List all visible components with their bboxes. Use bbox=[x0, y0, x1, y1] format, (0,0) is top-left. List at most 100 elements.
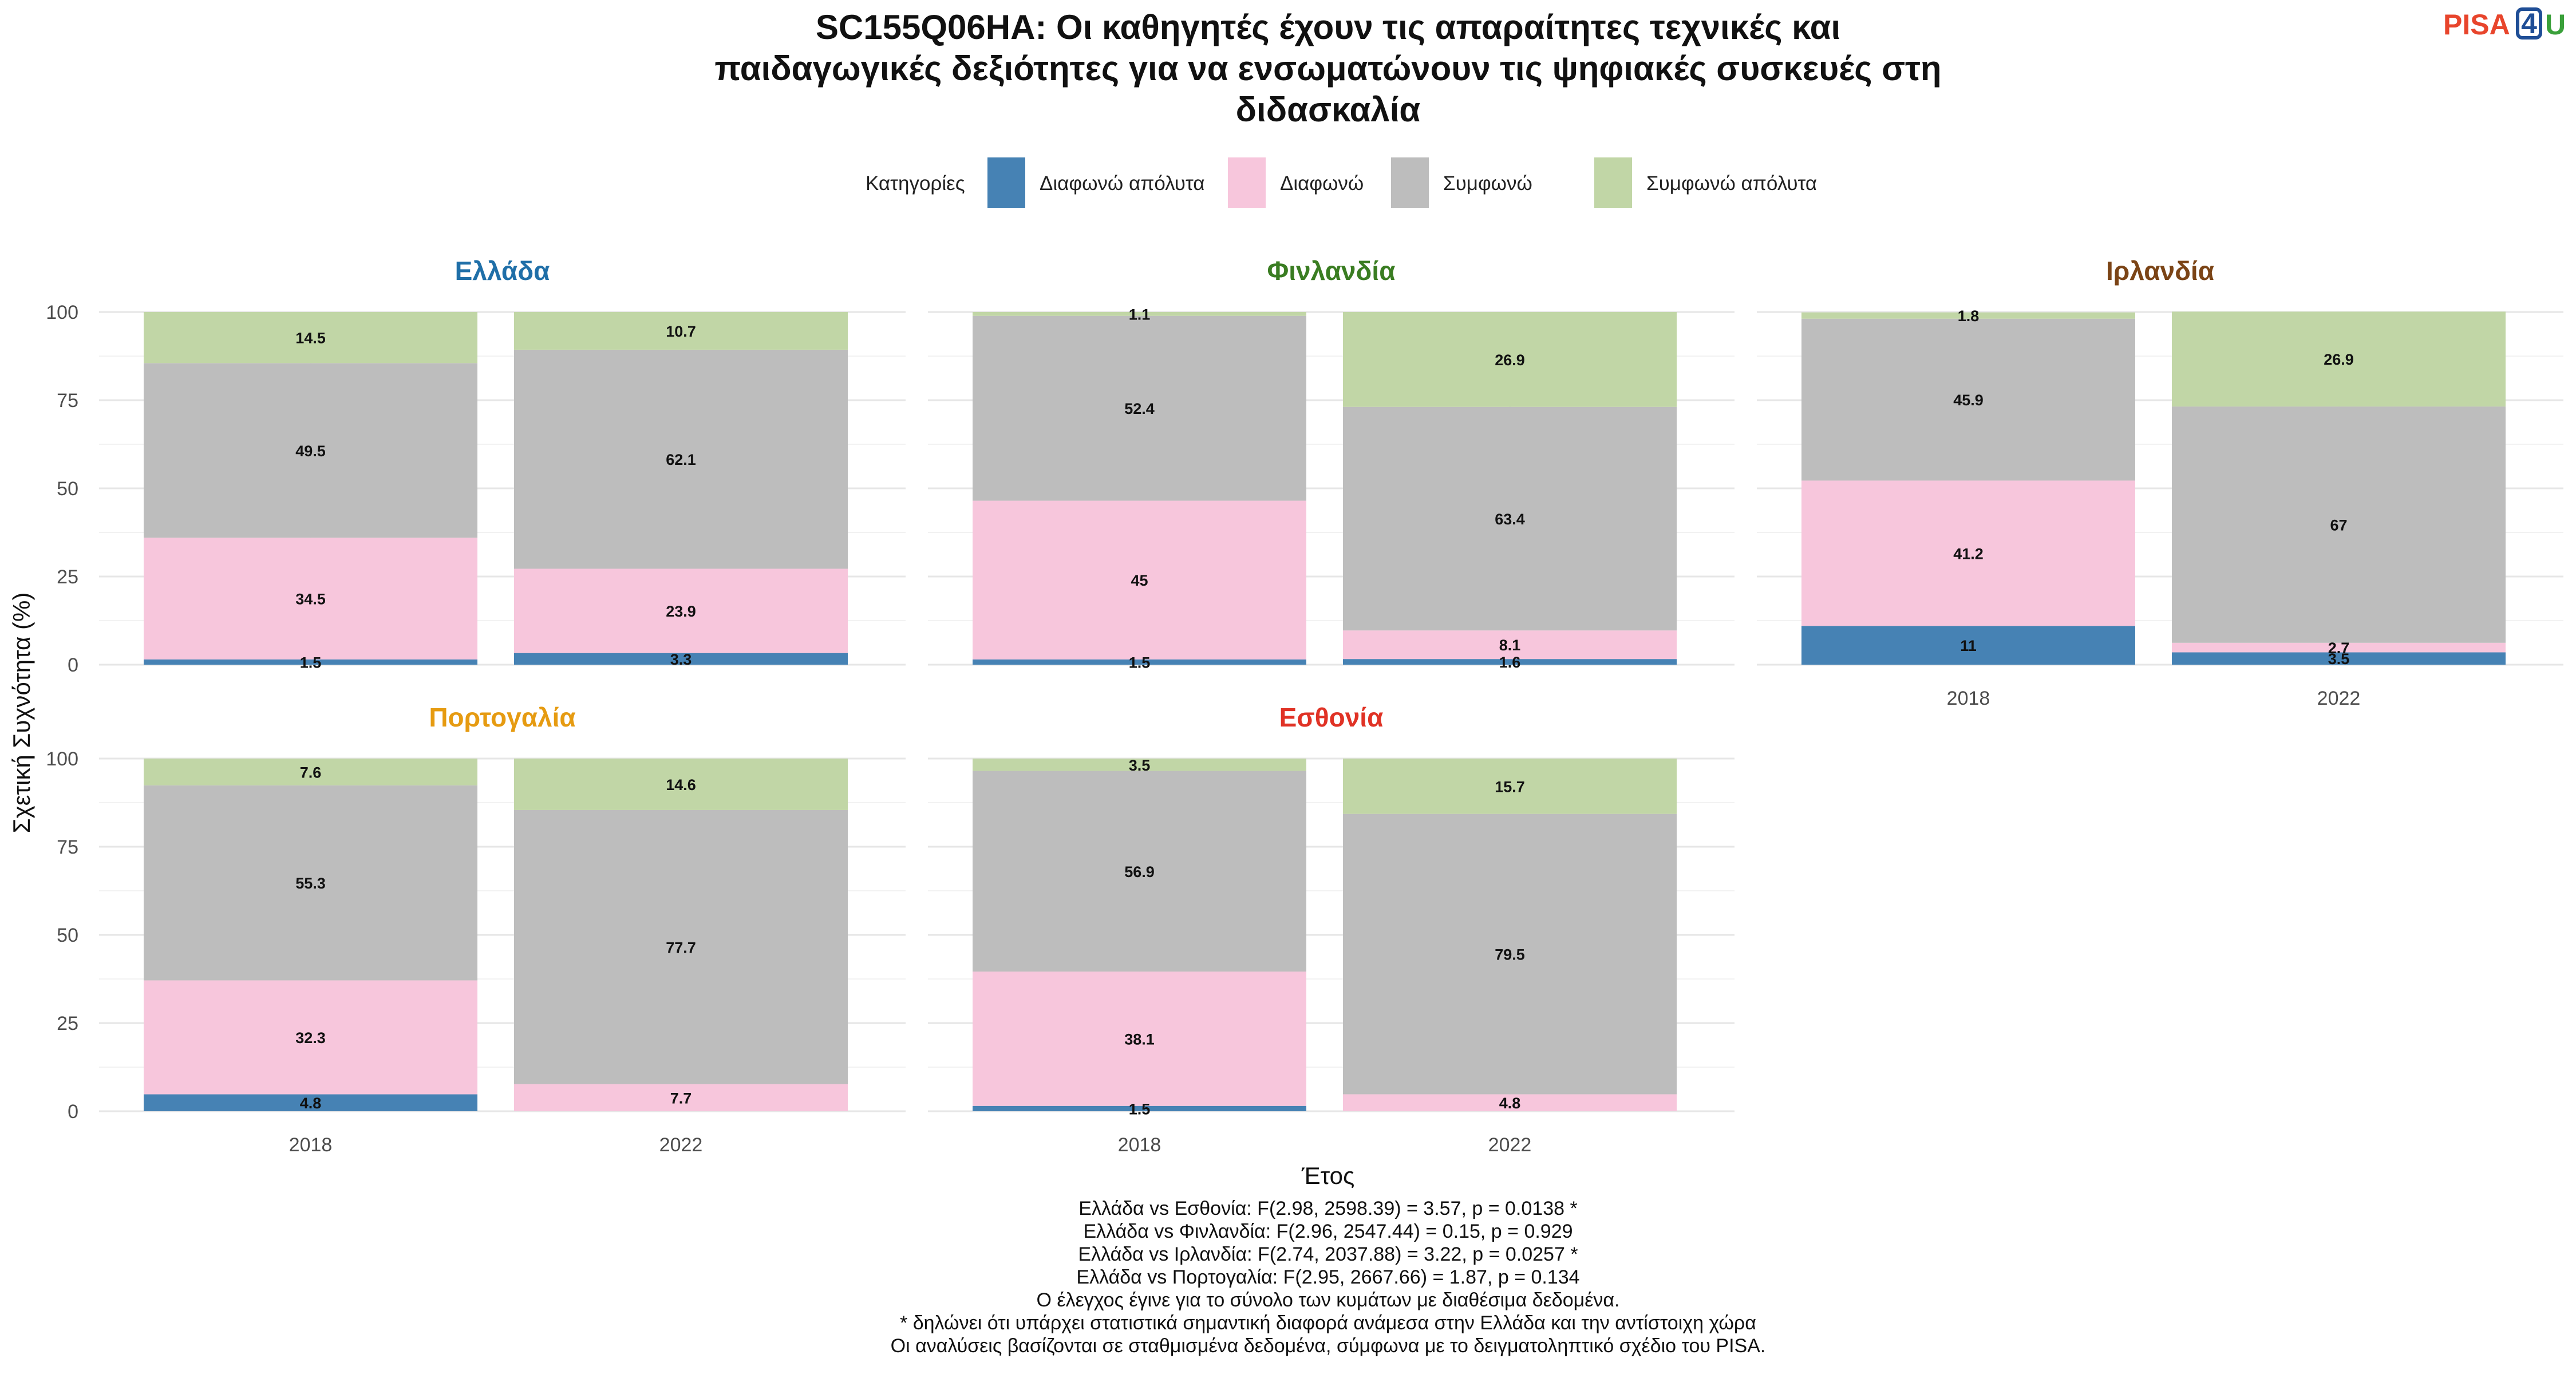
chart-title-line: SC155Q06HA: Οι καθηγητές έχουν τις απαρα… bbox=[816, 8, 1840, 46]
bar-value-label: 34.5 bbox=[295, 591, 326, 608]
bar-segment bbox=[1343, 312, 1677, 407]
caption-line: Ελλάδα vs Ιρλανδία: F(2.74, 2037.88) = 3… bbox=[1078, 1243, 1578, 1265]
chart-title-line: διδασκαλία bbox=[1236, 90, 1421, 129]
facet-panel: Φινλανδία 1.5 45 52.4 1.1 1.68.1 63.4 26.9 bbox=[928, 256, 1735, 671]
legend-title: Κατηγορίες bbox=[866, 172, 965, 195]
bar-value-label: 45.9 bbox=[1953, 392, 1984, 409]
x-axis-title: Έτος bbox=[1301, 1162, 1355, 1189]
bar-segment bbox=[514, 759, 848, 810]
bar-segment bbox=[973, 1105, 1306, 1111]
bar-value-label: 79.5 bbox=[1495, 946, 1525, 964]
bar-value-label: 1.5 bbox=[1129, 1100, 1151, 1118]
bar-segment bbox=[144, 1094, 477, 1111]
bar-segment bbox=[2172, 642, 2506, 653]
bar-segment bbox=[1343, 406, 1677, 631]
bar-segment bbox=[144, 659, 477, 665]
bar-segment bbox=[1801, 626, 2135, 665]
x-tick-label: 2018 bbox=[1118, 1134, 1161, 1156]
caption: Ελλάδα vs Εσθονία: F(2.98, 2598.39) = 3.… bbox=[891, 1198, 1766, 1357]
caption-line: * δηλώνει ότι υπάρχει στατιστικά σημαντι… bbox=[900, 1312, 1756, 1334]
bar-value-label: 67 bbox=[2330, 516, 2347, 534]
x-tick-label: 2022 bbox=[2317, 688, 2361, 709]
bar-segment bbox=[144, 980, 477, 1095]
bar-segment bbox=[2172, 311, 2506, 407]
facet-title: Ιρλανδία bbox=[2106, 256, 2214, 286]
bar-value-label: 77.7 bbox=[666, 939, 696, 956]
logo-digit-box bbox=[2516, 7, 2542, 40]
bar-value-label: 11 bbox=[1960, 637, 1977, 654]
x-tick-label: 2018 bbox=[289, 1134, 333, 1156]
bar-value-label: 62.1 bbox=[666, 451, 696, 468]
x-tick-label: 2022 bbox=[1488, 1134, 1532, 1156]
caption-line: Ο έλεγχος έγινε για το σύνολο των κυμάτω… bbox=[1037, 1289, 1620, 1311]
bar-segment bbox=[973, 500, 1306, 660]
bar-segment bbox=[1343, 814, 1677, 1095]
legend-swatch bbox=[1594, 157, 1632, 208]
bar-value-label: 1.6 bbox=[1499, 654, 1521, 671]
bar-segment bbox=[2172, 652, 2506, 665]
bar-value-label: 3.3 bbox=[670, 651, 692, 668]
caption-line: Ελλάδα vs Φινλανδία: F(2.96, 2547.44) = … bbox=[1083, 1221, 1573, 1242]
bar-segment bbox=[1801, 312, 2135, 319]
legend-label: Διαφωνώ απόλυτα bbox=[1040, 172, 1205, 195]
bar-value-label: 3.5 bbox=[1129, 757, 1151, 774]
y-tick-label: 50 bbox=[57, 478, 78, 500]
bar-segment bbox=[973, 312, 1306, 316]
bar-segment bbox=[144, 538, 477, 660]
logo-pisa-text: PISA bbox=[2443, 9, 2510, 41]
bar-value-label: 10.7 bbox=[666, 323, 696, 340]
bar-segment bbox=[144, 785, 477, 981]
bar-value-label: 3.5 bbox=[2328, 650, 2350, 668]
bar-segment bbox=[1801, 318, 2135, 481]
bar-segment bbox=[144, 363, 477, 538]
bar-value-label: 26.9 bbox=[1495, 352, 1525, 369]
bar-segment bbox=[973, 972, 1306, 1106]
y-tick-label: 100 bbox=[46, 748, 78, 770]
bar-value-label: 55.3 bbox=[295, 875, 326, 892]
axis-titles: Σχετική Συχνότητα (%) Έτος bbox=[8, 593, 1354, 1189]
bar-value-label: 26.9 bbox=[2324, 351, 2354, 368]
facet-panel: Ιρλανδία 11 41.2 45.9 1.8 2018 3.52.7 67 26.9 202… bbox=[1757, 256, 2563, 709]
bar-value-label: 1.5 bbox=[1129, 654, 1151, 671]
legend-swatch bbox=[1228, 157, 1266, 208]
bar-value-label: 14.6 bbox=[666, 776, 696, 793]
bar-value-label: 14.5 bbox=[295, 330, 326, 347]
y-tick-label: 0 bbox=[68, 654, 78, 676]
bar-value-label: 56.9 bbox=[1124, 863, 1155, 881]
bar-value-label: 23.9 bbox=[666, 603, 696, 620]
bar-segment bbox=[514, 810, 848, 1084]
legend-label: Συμφωνώ bbox=[1443, 172, 1532, 195]
bar-segment bbox=[1343, 759, 1677, 814]
facet-title: Ελλάδα bbox=[455, 256, 550, 286]
facet-title: Πορτογαλία bbox=[429, 702, 575, 732]
logo-u-text: U bbox=[2545, 9, 2566, 41]
bar-value-label: 63.4 bbox=[1495, 511, 1525, 528]
bar-value-label: 4.8 bbox=[1499, 1095, 1521, 1112]
facet-title: Εσθονία bbox=[1279, 702, 1384, 732]
facet-panel: Εσθονία 1.5 38.1 56.9 3.5 2018 4.8 79.5 15.7 2022 bbox=[928, 702, 1735, 1156]
legend: Κατηγορίες Διαφωνώ απόλυτα Διαφωνώ Συμφωνώ Σ… bbox=[866, 157, 1817, 208]
legend-label: Διαφωνώ bbox=[1280, 172, 1364, 195]
bar-segment bbox=[973, 759, 1306, 771]
bar-segment bbox=[514, 568, 848, 653]
bar-segment bbox=[973, 659, 1306, 665]
bar-segment bbox=[2172, 406, 2506, 643]
bar-value-label: 45 bbox=[1131, 572, 1148, 589]
bar-segment bbox=[1343, 630, 1677, 660]
bar-segment bbox=[973, 315, 1306, 501]
facet-panel: Πορτογαλία 0 25 50 75 100 4.8 32.3 55.3 7.6 2018 7.… bbox=[46, 702, 906, 1156]
legend-swatch bbox=[1391, 157, 1429, 208]
bar-value-label: 49.5 bbox=[295, 443, 326, 460]
bar-segment bbox=[1801, 480, 2135, 626]
bar-segment bbox=[514, 312, 848, 350]
bar-value-label: 41.2 bbox=[1953, 545, 1984, 562]
bar-segment bbox=[973, 771, 1306, 972]
bar-value-label: 52.4 bbox=[1124, 400, 1155, 417]
bar-value-label: 1.1 bbox=[1129, 306, 1151, 323]
bar-value-label: 1.5 bbox=[300, 654, 322, 671]
bar-value-label: 2.7 bbox=[2328, 639, 2350, 657]
pisa4u-logo: PISA 4 U bbox=[2443, 7, 2566, 41]
chart-title-line: παιδαγωγικές δεξιότητες για να ενσωματών… bbox=[714, 49, 1941, 88]
bar-segment bbox=[144, 759, 477, 785]
bar-segment bbox=[514, 653, 848, 665]
